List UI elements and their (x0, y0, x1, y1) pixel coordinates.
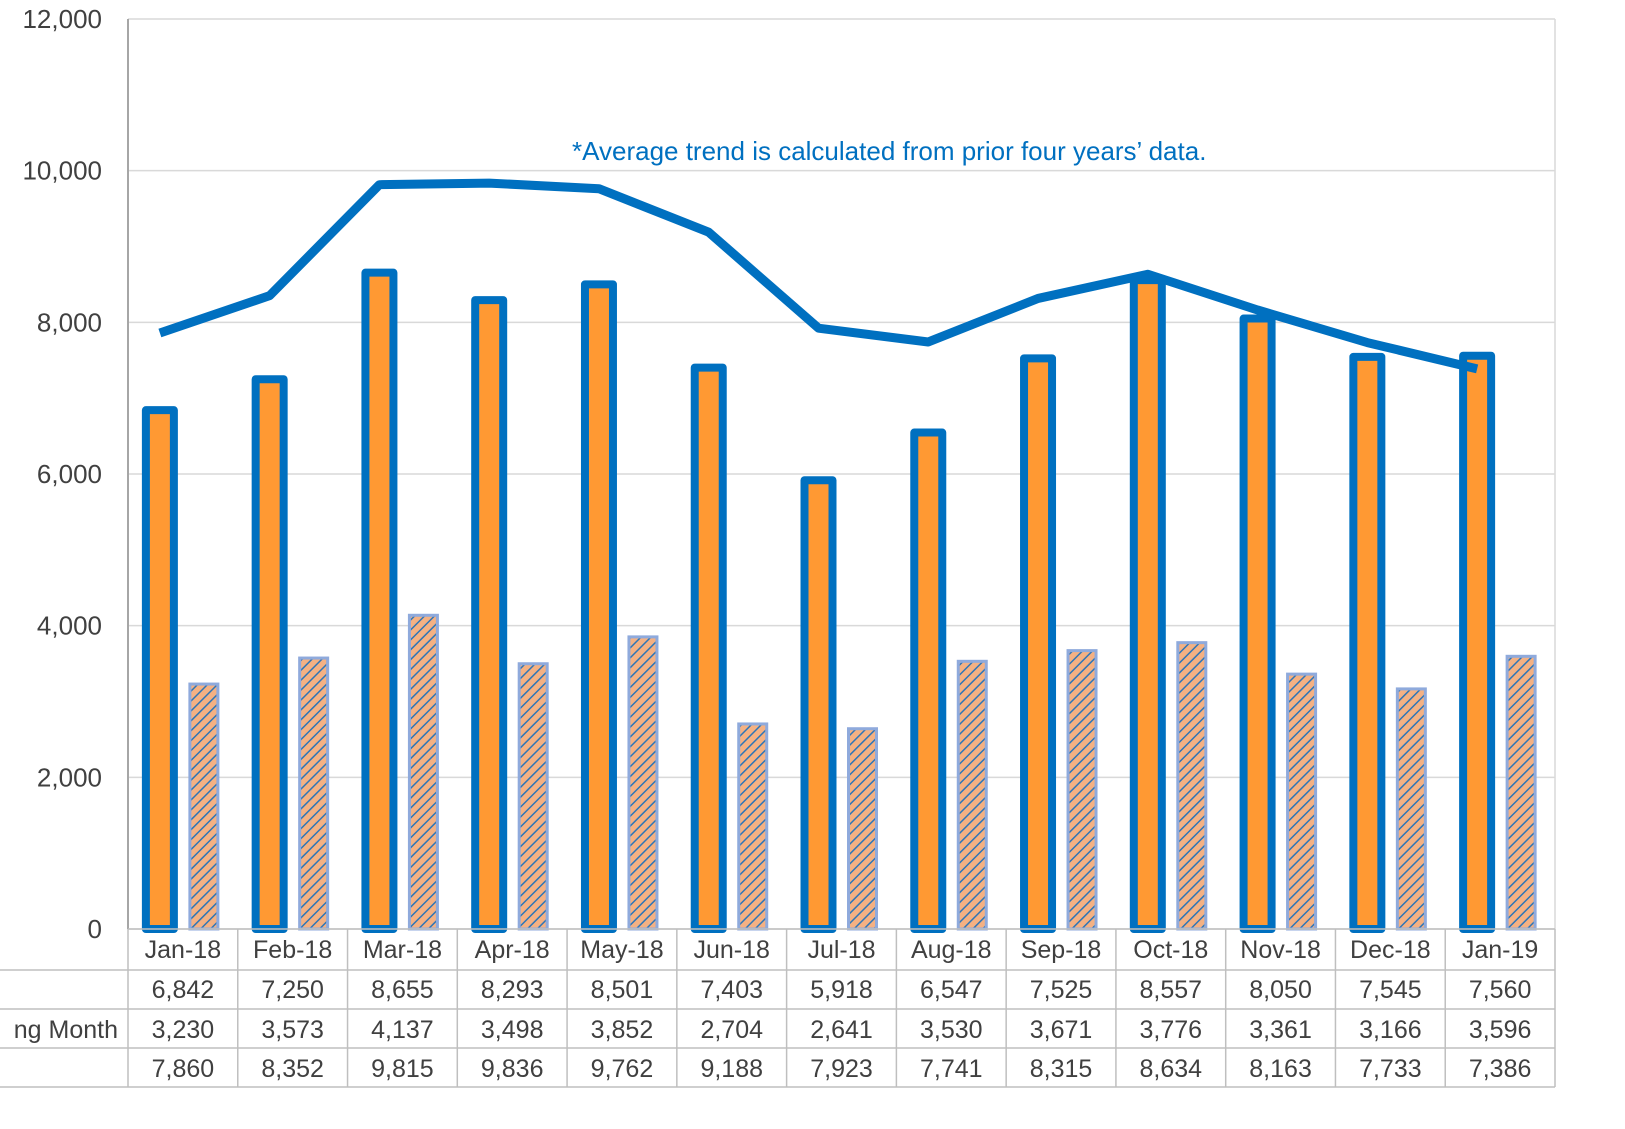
table-cell-value: 8,557 (1140, 976, 1203, 1004)
bar-series-2 (956, 659, 988, 931)
y-tick-label: 10,000 (22, 156, 102, 186)
table-cell-value: 4,137 (371, 1016, 434, 1044)
table-cell-value: 5,918 (810, 976, 873, 1004)
bar-series-2 (1286, 672, 1318, 931)
data-table: Jan-18 Feb-18 Mar-18 Apr-18 May-18 Jun-18 Jul-… (0, 928, 1556, 1088)
y-tick-label: 8,000 (37, 307, 102, 337)
table-cell-value: 7,545 (1359, 976, 1422, 1004)
bar-series-2 (298, 656, 330, 931)
trend-line (158, 178, 1479, 374)
bar-series-1 (800, 476, 837, 933)
bar-series-2 (1395, 687, 1427, 931)
table-cell-value: 3,671 (1030, 1016, 1093, 1044)
bar-series-2 (1066, 649, 1098, 931)
table-cell-value: 6,547 (920, 976, 983, 1004)
x-tick-label: May-18 (580, 936, 663, 964)
table-cell-value: 3,361 (1249, 1016, 1312, 1044)
bars (141, 268, 1537, 934)
table-cell-value: 3,852 (591, 1016, 654, 1044)
bar-series-1 (1349, 352, 1386, 933)
y-tick-label: 6,000 (37, 459, 102, 489)
table-cell-value: 7,923 (810, 1055, 873, 1083)
table-cell-value: 7,250 (261, 976, 324, 1004)
y-axis-ticks: 0 2,000 4,000 6,000 8,000 10,000 12,000 (22, 4, 102, 944)
y-tick-label: 0 (88, 914, 102, 944)
bar-series-1 (1239, 314, 1276, 933)
bar-series-2 (1176, 641, 1208, 931)
x-tick-label: Jul-18 (807, 936, 875, 964)
table-cell-value: 8,315 (1030, 1055, 1093, 1083)
x-tick-label: Jan-19 (1462, 936, 1538, 964)
table-cell-value: 8,050 (1249, 976, 1312, 1004)
table-cell-value: 3,230 (152, 1016, 215, 1044)
x-tick-label: Dec-18 (1350, 936, 1431, 964)
table-cell-value: 8,634 (1140, 1055, 1203, 1083)
bar-series-1 (910, 428, 947, 933)
table-cell-value: 3,498 (481, 1016, 544, 1044)
table-cell-value: 2,641 (810, 1016, 873, 1044)
y-tick-label: 2,000 (37, 762, 102, 792)
x-tick-label: Apr-18 (475, 936, 550, 964)
bar-series-1 (1459, 351, 1496, 933)
table-cell-value: 9,815 (371, 1055, 434, 1083)
table-cell-value: 7,733 (1359, 1055, 1422, 1083)
x-tick-label: Aug-18 (911, 936, 992, 964)
bar-series-1 (361, 268, 398, 934)
bar-series-1 (1020, 354, 1057, 933)
table-cell-value: 7,403 (700, 976, 763, 1004)
table-cell-value: 2,704 (700, 1016, 763, 1044)
x-tick-label: Jan-18 (145, 936, 221, 964)
y-tick-label: 12,000 (22, 4, 102, 34)
x-tick-label: Jun-18 (694, 936, 770, 964)
bar-series-2 (737, 722, 769, 931)
bar-series-2 (188, 682, 220, 931)
table-cell-value: 7,741 (920, 1055, 983, 1083)
bar-series-1 (1129, 276, 1166, 933)
table-cell-value: 8,655 (371, 976, 434, 1004)
table-cell-value: 6,842 (152, 976, 215, 1004)
table-cell-value: 9,762 (591, 1055, 654, 1083)
bar-series-2 (1505, 654, 1537, 931)
bar-series-1 (580, 280, 617, 933)
x-tick-label: Sep-18 (1021, 936, 1102, 964)
series-2-row-label: ng Month (14, 1016, 118, 1044)
bar-series-1 (141, 406, 178, 934)
table-cell-value: 7,525 (1030, 976, 1093, 1004)
bar-series-1 (690, 363, 727, 933)
table-cell-value: 3,530 (920, 1016, 983, 1044)
table-cell-value: 3,573 (261, 1016, 324, 1044)
table-cell-value: 7,560 (1469, 976, 1532, 1004)
x-tick-label: Oct-18 (1133, 936, 1208, 964)
table-cell-value: 3,596 (1469, 1016, 1532, 1044)
trend-line-group (158, 178, 1479, 374)
table-cell-value: 3,166 (1359, 1016, 1422, 1044)
table-cell-value: 7,860 (152, 1055, 215, 1083)
table-cell-value: 8,501 (591, 976, 654, 1004)
x-tick-label: Mar-18 (363, 936, 442, 964)
bar-series-2 (627, 635, 659, 931)
bar-series-1 (471, 296, 508, 933)
bar-series-2 (407, 613, 439, 931)
table-cell-value: 3,776 (1140, 1016, 1203, 1044)
annotation: *Average trend is calculated from prior … (572, 136, 1206, 166)
y-tick-label: 4,000 (37, 611, 102, 641)
bar-series-1 (251, 375, 288, 934)
x-tick-label: Nov-18 (1240, 936, 1321, 964)
table-cell-value: 7,386 (1469, 1055, 1532, 1083)
table-cell-value: 8,163 (1249, 1055, 1312, 1083)
table-cell-value: 8,293 (481, 976, 544, 1004)
bar-series-2 (847, 727, 878, 931)
table-cell-value: 8,352 (261, 1055, 324, 1083)
bar-series-2 (517, 662, 549, 931)
x-tick-label: Feb-18 (253, 936, 332, 964)
table-cell-value: 9,188 (700, 1055, 763, 1083)
table-cell-value: 9,836 (481, 1055, 544, 1083)
